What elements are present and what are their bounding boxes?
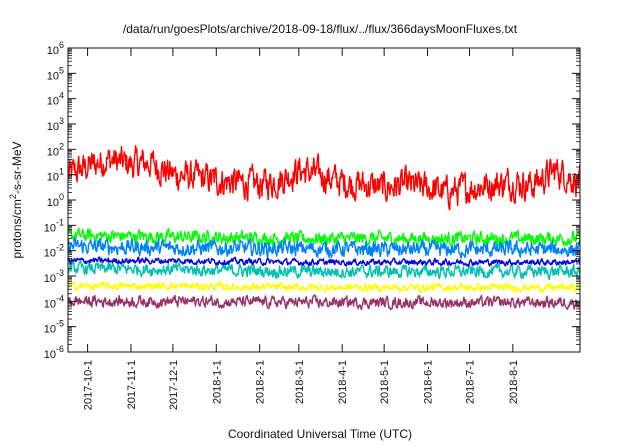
y-tick-label-base: 10 xyxy=(47,121,59,133)
y-tick-label-base: 10 xyxy=(44,349,56,361)
y-axis-label-superscript: 2 xyxy=(8,194,18,199)
y-tick-label-base: 10 xyxy=(47,172,59,184)
y-tick-label: 106 xyxy=(47,40,64,57)
y-tick-label: 102 xyxy=(47,141,64,158)
x-tick-label: 2018-4-1 xyxy=(337,360,349,404)
x-tick-label: 2018-7-1 xyxy=(464,360,476,404)
x-tick-label: 2018-3-1 xyxy=(294,360,306,404)
x-tick-label: 2018-1-1 xyxy=(211,360,223,404)
x-tick-label: 2017-12-1 xyxy=(168,360,180,410)
series-line-1 xyxy=(68,145,580,211)
y-tick-label-base: 10 xyxy=(47,146,59,158)
y-tick-label-exponent: -1 xyxy=(56,217,64,227)
x-tick-label: 2018-5-1 xyxy=(379,360,391,404)
series-line-7 xyxy=(68,294,580,311)
y-tick-label-exponent: -2 xyxy=(56,243,64,253)
y-tick-label-exponent: 3 xyxy=(59,116,64,126)
x-tick-label: 2018-6-1 xyxy=(423,360,435,404)
x-axis-label: Coordinated Universal Time (UTC) xyxy=(228,427,412,441)
y-axis-label-prefix: protons/cm xyxy=(10,199,24,258)
y-tick-label-base: 10 xyxy=(44,324,56,336)
y-tick-label-base: 10 xyxy=(44,248,56,260)
y-tick-label: 101 xyxy=(47,167,64,184)
x-tick-label: 2017-10-1 xyxy=(83,360,95,410)
x-tick-label: 2018-8-1 xyxy=(508,360,520,404)
y-tick-label: 10-2 xyxy=(44,243,64,260)
y-tick-label-exponent: 2 xyxy=(59,141,64,151)
y-tick-label-exponent: -5 xyxy=(56,319,64,329)
y-axis-label: protons/cm2-s-sr-MeV xyxy=(8,141,24,258)
y-tick-label-base: 10 xyxy=(44,273,56,285)
y-tick-label-exponent: 5 xyxy=(59,65,64,75)
x-ticks: 2017-10-1 2017-11-1 2017-12-1 2018-1-1 2018-… xyxy=(83,48,520,410)
series-line-6 xyxy=(68,281,580,293)
series-line-2 xyxy=(68,227,580,248)
x-tick-label: 2017-11-1 xyxy=(126,360,138,409)
y-tick-label-exponent: 0 xyxy=(59,192,64,202)
y-tick-label: 10-1 xyxy=(44,217,64,234)
y-tick-label: 10-5 xyxy=(44,319,64,336)
y-tick-label: 103 xyxy=(47,116,64,133)
y-tick-label-base: 10 xyxy=(47,70,59,82)
y-tick-label: 100 xyxy=(47,192,64,209)
y-tick-label-base: 10 xyxy=(47,197,59,209)
y-axis-label-suffix: -s-sr-MeV xyxy=(10,141,24,194)
series-line-4 xyxy=(68,259,580,281)
y-tick-label-base: 10 xyxy=(47,96,59,108)
y-tick-label: 10-6 xyxy=(44,344,64,361)
series-line-3 xyxy=(68,237,580,259)
plot-frame xyxy=(67,47,581,353)
y-tick-label-exponent: -6 xyxy=(56,344,64,354)
y-tick-label-exponent: 4 xyxy=(59,91,64,101)
y-tick-label-base: 10 xyxy=(44,298,56,310)
series-layer xyxy=(68,145,580,311)
y-tick-label-exponent: 6 xyxy=(59,40,64,50)
chart-title: /data/run/goesPlots/archive/2018-09-18/f… xyxy=(123,22,518,36)
y-tick-label: 104 xyxy=(47,91,64,108)
y-tick-label: 10-3 xyxy=(44,268,64,285)
y-tick-label-base: 10 xyxy=(44,222,56,234)
x-tick-label: 2018-2-1 xyxy=(255,360,267,404)
y-tick-label-exponent: -3 xyxy=(56,268,64,278)
y-tick-label: 105 xyxy=(47,65,64,82)
y-tick-label-base: 10 xyxy=(47,45,59,57)
y-tick-label-exponent: -4 xyxy=(56,293,64,303)
y-ticks: 10-610-510-410-310-210-11001011021031041… xyxy=(44,40,580,361)
y-tick-label: 10-4 xyxy=(44,293,64,310)
y-tick-label-exponent: 1 xyxy=(59,167,64,177)
series-line-5 xyxy=(68,256,580,267)
